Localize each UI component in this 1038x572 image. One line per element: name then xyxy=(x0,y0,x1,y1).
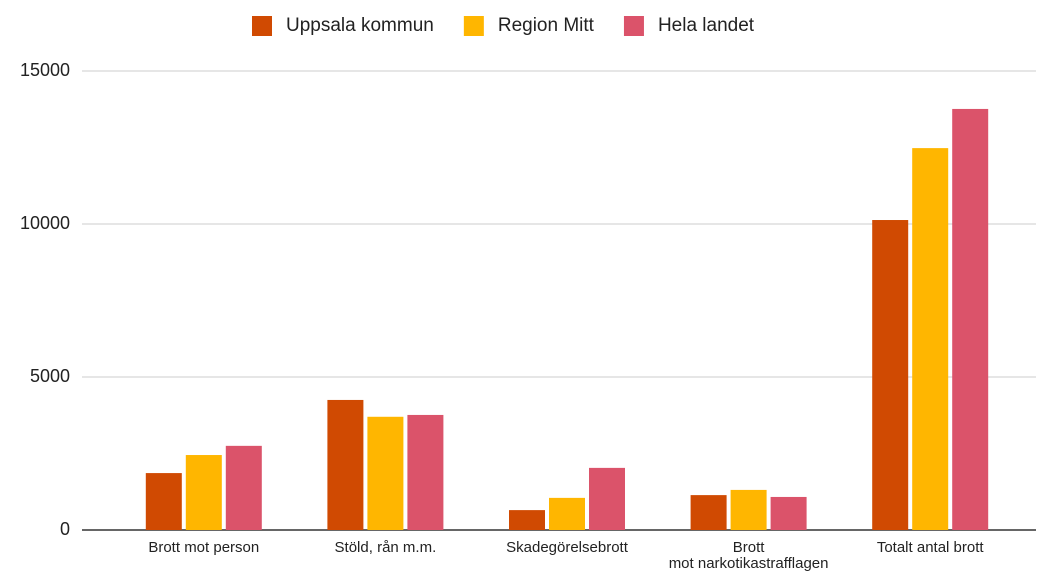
bar xyxy=(407,414,444,530)
bar xyxy=(589,467,625,530)
y-tick-label: 10000 xyxy=(20,213,70,233)
legend-label: Uppsala kommun xyxy=(286,15,434,36)
legend-swatch xyxy=(463,16,484,36)
x-tick-label: Totalt antal brott xyxy=(877,539,985,556)
bar xyxy=(185,455,222,530)
y-tick-label: 5000 xyxy=(30,366,70,386)
bar xyxy=(730,489,767,530)
bar xyxy=(327,399,364,530)
y-tick-label: 15000 xyxy=(20,60,70,80)
x-tick-label: Brott mot person xyxy=(148,539,259,556)
bar xyxy=(367,416,404,530)
legend-label: Hela landet xyxy=(658,15,755,36)
bar xyxy=(690,495,727,530)
x-tick-label: Brott mot narkotikastrafflagen xyxy=(669,539,829,572)
bar xyxy=(145,473,182,530)
legend-swatch xyxy=(623,16,644,36)
bar xyxy=(509,510,545,530)
bar xyxy=(872,220,909,530)
bar xyxy=(952,108,989,530)
bar xyxy=(549,497,585,530)
x-tick-label: Skadegörelsebrott xyxy=(506,539,629,556)
legend-swatch xyxy=(252,16,272,36)
legend-label: Region Mitt xyxy=(498,15,595,36)
x-tick-label: Stöld, rån m.m. xyxy=(335,539,437,556)
bar xyxy=(225,445,262,530)
bar xyxy=(912,148,949,530)
bar xyxy=(770,496,807,530)
y-tick-label: 0 xyxy=(60,519,70,539)
